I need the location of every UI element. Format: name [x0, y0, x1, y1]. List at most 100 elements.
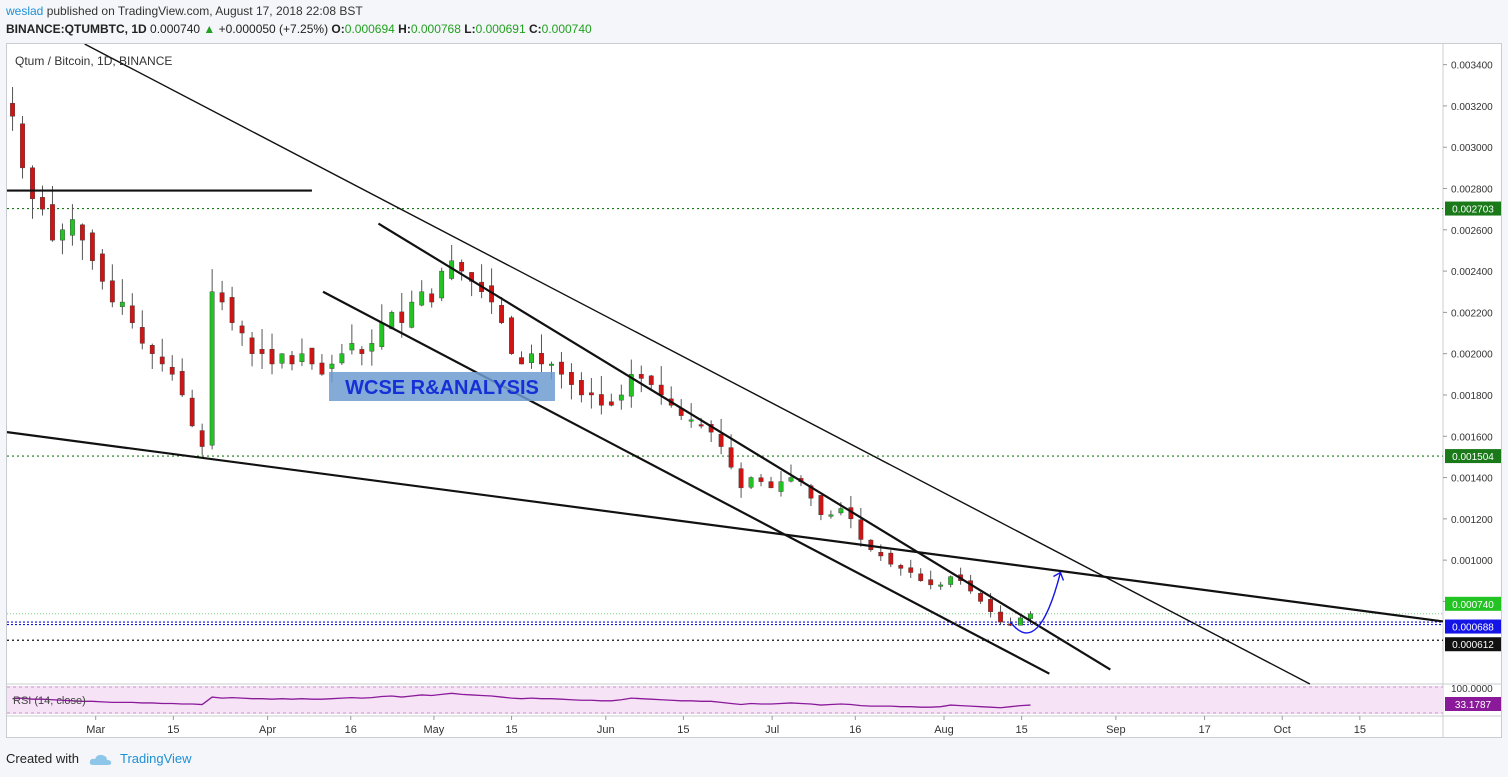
candle-up	[60, 229, 65, 241]
candle-down	[509, 317, 514, 354]
y-tick-label: 0.001800	[1451, 391, 1493, 402]
candle-up	[778, 481, 784, 492]
rsi-value-box	[1445, 697, 1501, 711]
candle-down	[459, 262, 465, 272]
trendline-4	[377, 222, 1111, 671]
candle-down	[808, 485, 814, 499]
candle-down	[768, 481, 774, 489]
candle-down	[99, 253, 105, 282]
y-tick-label: 0.003000	[1451, 143, 1493, 154]
x-tick-label: Sep	[1106, 724, 1126, 736]
candle-down	[359, 349, 365, 354]
x-tick-label: Jun	[597, 724, 615, 736]
candle-down	[159, 356, 165, 365]
candle-down	[399, 311, 405, 323]
candle-down	[499, 305, 504, 323]
candle-down	[219, 292, 225, 303]
candle-down	[698, 424, 704, 427]
candle-down	[728, 447, 734, 468]
candle-down	[978, 593, 983, 602]
x-tick-label: 17	[1198, 724, 1210, 736]
symbol-label: BINANCE:QTUMBTC, 1D	[6, 22, 147, 36]
x-tick-label: Aug	[934, 724, 954, 736]
candle-down	[858, 519, 864, 540]
candle-down	[249, 337, 255, 354]
price-tag-label: 0.000740	[1452, 600, 1494, 611]
candle-down	[648, 375, 654, 385]
author-link[interactable]: weslad	[6, 4, 44, 18]
tradingview-link[interactable]: TradingView	[120, 751, 192, 766]
candle-down	[10, 103, 15, 117]
price-tag-label: 0.001504	[1452, 452, 1494, 463]
rsi-line	[12, 692, 1031, 709]
close-label: C:	[528, 22, 542, 36]
candle-down	[89, 232, 95, 261]
x-tick-label: Jul	[765, 724, 779, 736]
candle-up	[279, 353, 285, 364]
candle-up	[628, 374, 634, 397]
candle-up	[838, 508, 844, 514]
y-tick-label: 0.003400	[1451, 61, 1493, 72]
candle-up	[1018, 617, 1023, 626]
y-tick-label: 0.001400	[1451, 474, 1493, 485]
candle-down	[20, 123, 25, 169]
last-price: 0.000740	[150, 22, 201, 36]
y-tick-label: 0.002000	[1451, 350, 1493, 361]
x-tick-label: May	[424, 724, 445, 736]
watermark-box	[329, 372, 555, 401]
candle-up	[549, 363, 554, 366]
price-change: +0.000050 (+7.25%)	[218, 22, 329, 36]
chart-title: Qtum / Bitcoin, 1D, BINANCE	[15, 54, 172, 68]
candle-down	[80, 224, 85, 241]
price-tag-box	[1445, 637, 1501, 652]
y-tick-label: 0.002600	[1451, 226, 1493, 237]
projection-arrow-icon	[1053, 571, 1065, 581]
candle-down	[199, 430, 205, 447]
tradingview-cloud-icon	[89, 754, 111, 765]
candle-down	[758, 477, 764, 482]
x-tick-label: 16	[345, 724, 357, 736]
candle-down	[50, 204, 55, 241]
candle-up	[688, 419, 694, 422]
candle-down	[638, 374, 644, 379]
candle-down	[309, 347, 315, 365]
footer: Created with TradingView	[6, 751, 192, 767]
candle-down	[569, 372, 574, 385]
price-tag-label: 0.000688	[1452, 623, 1494, 634]
price-tag-box	[1445, 619, 1501, 634]
candle-up	[788, 477, 794, 482]
publish-text: published on TradingView.com, August 17,…	[46, 4, 363, 18]
rsi-label: RSI (14, close)	[13, 695, 86, 707]
price-chart[interactable]: 0.003400 0.003200 0.003000 0.002800 0.002600…	[7, 44, 1501, 737]
candle-down	[539, 352, 544, 365]
candle-up	[828, 514, 834, 517]
candle-down	[818, 495, 824, 515]
candle-down	[429, 293, 435, 303]
price-tag-box	[1445, 449, 1501, 464]
open-label: O:	[331, 22, 345, 36]
candle-up	[1028, 613, 1033, 619]
candle-down	[40, 197, 45, 210]
trendline-2	[7, 431, 1444, 623]
candle-down	[658, 384, 664, 396]
candle-up	[299, 353, 305, 362]
y-tick-label: 0.002800	[1451, 185, 1493, 196]
candle-down	[289, 355, 295, 365]
candle-down	[30, 167, 35, 200]
projection-curve	[1009, 572, 1062, 634]
ohlc-line: BINANCE:QTUMBTC, 1D 0.000740 ▲ +0.000050…	[6, 22, 592, 36]
candle-down	[588, 392, 594, 396]
candle-up	[529, 353, 534, 363]
x-tick-label: Apr	[259, 724, 276, 736]
candle-down	[189, 397, 195, 427]
y-tick-label: 0.002400	[1451, 267, 1493, 278]
open-value: 0.000694	[344, 22, 395, 36]
candle-up	[339, 353, 345, 364]
candle-down	[608, 401, 614, 406]
candle-down	[259, 349, 265, 354]
chart-panel[interactable]: 0.003400 0.003200 0.003000 0.002800 0.002600…	[6, 43, 1502, 738]
rsi-value-label: 33.1787	[1455, 700, 1492, 711]
high-value: 0.000768	[410, 22, 461, 36]
candle-down	[888, 552, 894, 565]
candle-up	[349, 343, 355, 351]
